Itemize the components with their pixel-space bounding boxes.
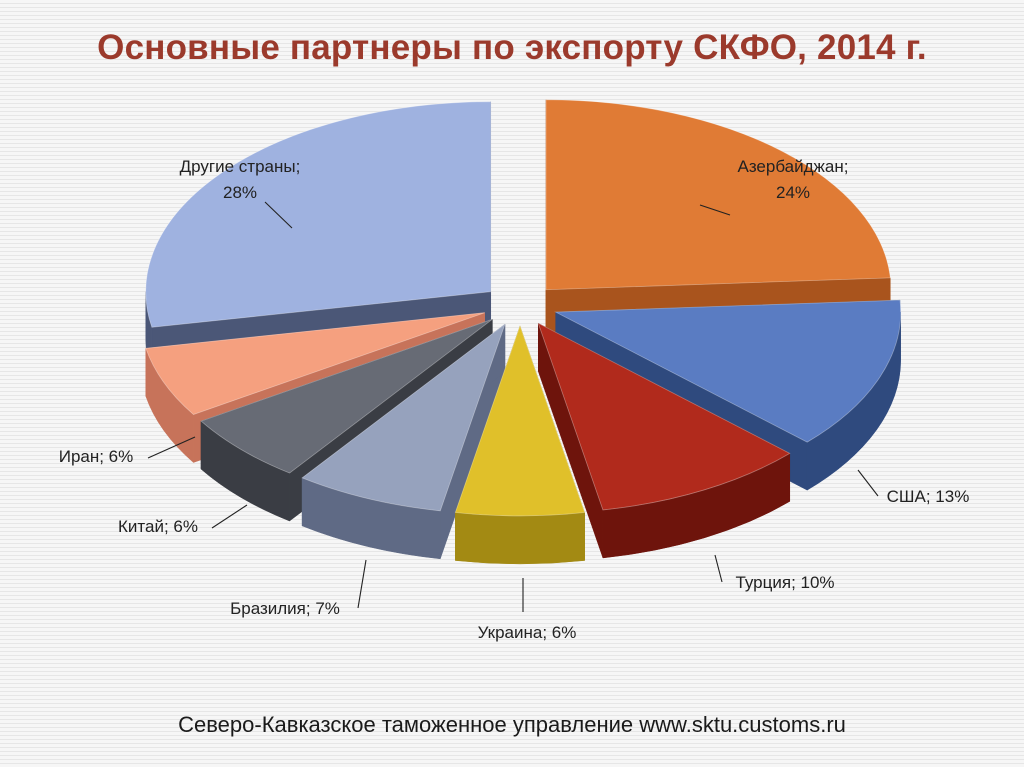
slice-label: Турция; 10%: [735, 573, 834, 592]
leader-line: [857, 469, 879, 497]
pie-slice-4: [454, 324, 586, 565]
pie-slices: [145, 99, 902, 565]
chart-title: Основные партнеры по экспорту СКФО, 2014…: [97, 28, 927, 67]
slice-top: [537, 322, 791, 511]
leader-line: [714, 554, 723, 583]
leader-line: [264, 201, 293, 229]
slice-label-value: 28%: [223, 183, 257, 202]
slice-top: [145, 101, 492, 328]
pie-slice-5: [301, 323, 506, 560]
leader-lines: [147, 201, 879, 612]
source-note: Северо-Кавказское таможенное управление …: [178, 712, 846, 737]
slice-labels: Азербайджан; 24% США; 13% Турция; 10% Украин…: [59, 157, 970, 642]
slice-label: Китай; 6%: [118, 517, 198, 536]
leader-line: [699, 204, 731, 216]
slice-label-name: Другие страны;: [180, 157, 301, 176]
slice-label-name: Азербайджан;: [737, 157, 848, 176]
slice-top: [554, 299, 902, 443]
slice-label: Иран; 6%: [59, 447, 134, 466]
leader-line: [211, 504, 248, 529]
leader-line: [147, 436, 196, 459]
slice-top: [454, 324, 586, 517]
slice-label: Бразилия; 7%: [230, 599, 340, 618]
leader-line: [357, 559, 367, 609]
slice-top: [145, 312, 485, 415]
slice-top: [200, 318, 493, 474]
slice-label: Азербайджан; 24%: [737, 157, 848, 202]
slice-top: [301, 323, 506, 512]
slice-label: Украина; 6%: [478, 623, 577, 642]
slice-label: Другие страны; 28%: [180, 157, 301, 202]
slice-label: США; 13%: [887, 487, 970, 506]
slice-label-value: 24%: [776, 183, 810, 202]
slice-top: [545, 99, 891, 291]
slice-rim: [455, 512, 585, 565]
pie-slice-3: [537, 322, 791, 559]
